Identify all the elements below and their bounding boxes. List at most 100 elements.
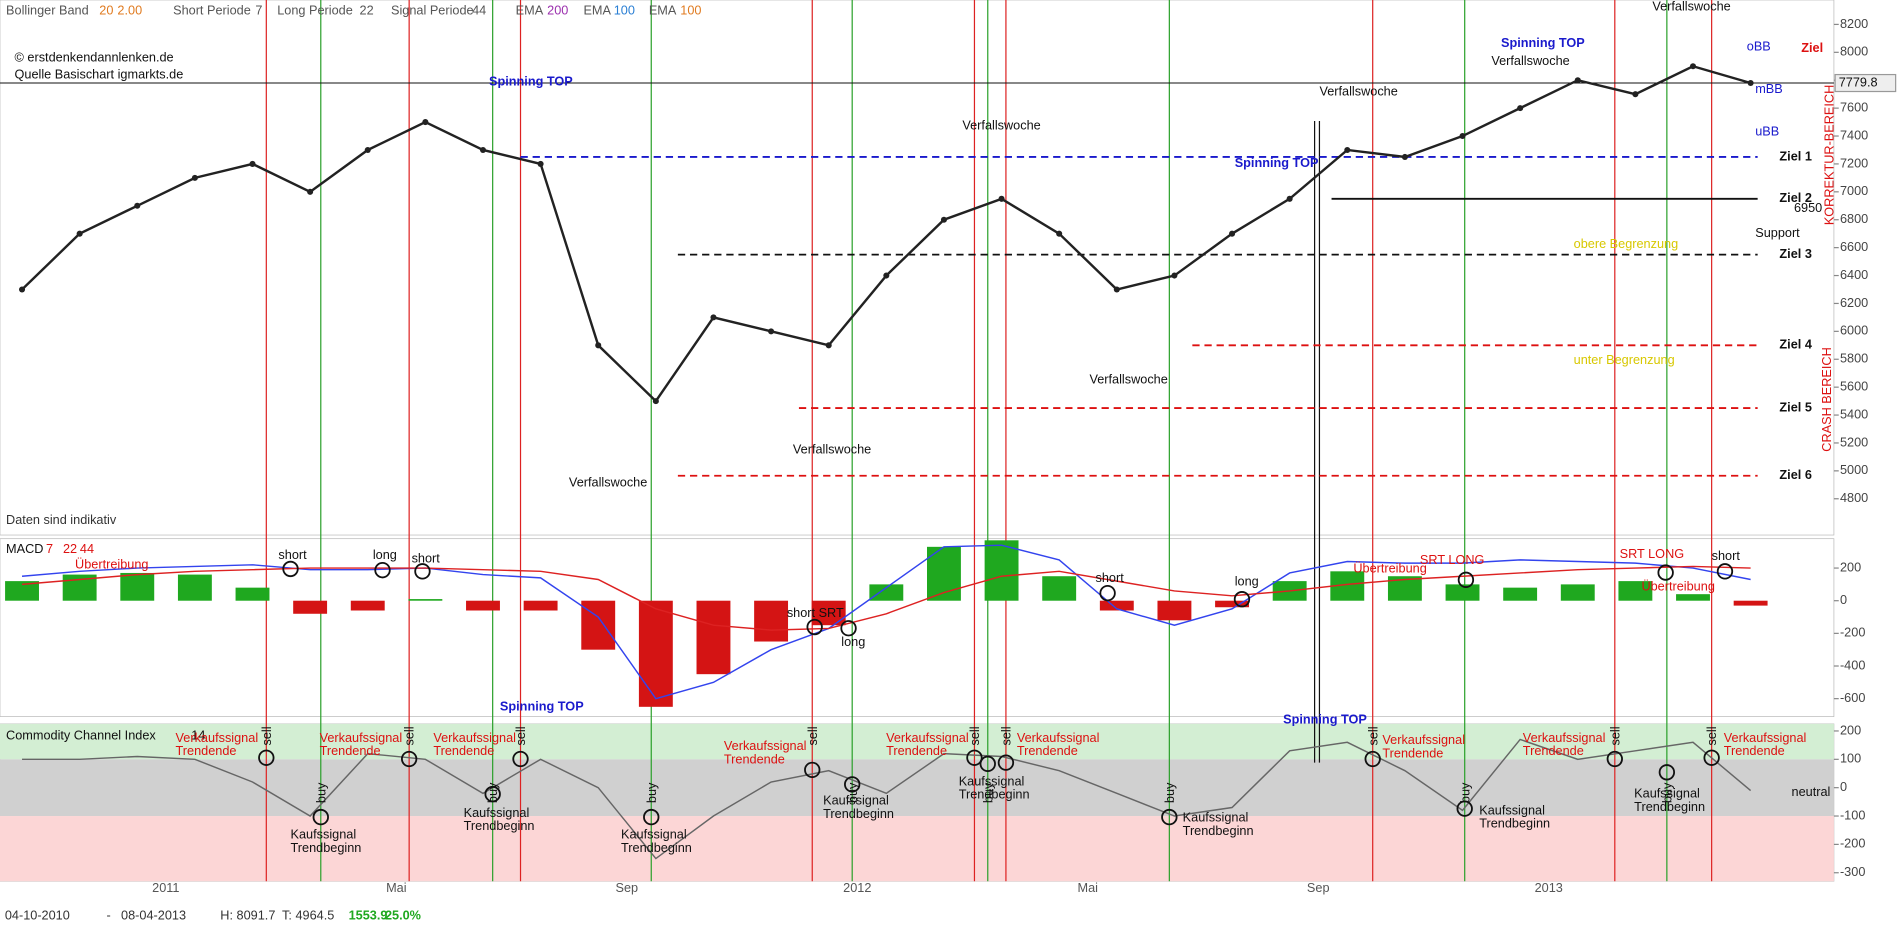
- signal-circle: [1716, 563, 1734, 580]
- bar: [350, 600, 385, 611]
- signal-note: Kaufssignal: [1183, 810, 1249, 825]
- annotation: mBB: [1755, 81, 1783, 96]
- bar: [984, 540, 1019, 601]
- signal-note: Verkaufssignal: [1724, 730, 1807, 745]
- signal-note: Trendende: [1724, 743, 1785, 758]
- footer-item: 25.0%: [385, 908, 421, 923]
- y-tick-label: 8000: [1840, 44, 1868, 59]
- price-point: [1344, 146, 1351, 154]
- y-tick-label: 0: [1840, 779, 1847, 794]
- last-price-box: [1834, 73, 1897, 93]
- target-label: Ziel 6: [1779, 467, 1811, 482]
- x-tick-label: Mai: [1078, 880, 1098, 895]
- price-point: [1056, 230, 1063, 237]
- signal-label: sell: [1704, 726, 1719, 745]
- signal-circle: [844, 776, 861, 793]
- price-point: [1229, 230, 1236, 237]
- annotation: short: [412, 551, 441, 566]
- footer-item: 04-10-2010: [5, 908, 70, 923]
- price-point: [1574, 77, 1581, 84]
- annotation: Verfallswoche: [1319, 83, 1397, 98]
- annotation: Ziel: [1801, 40, 1823, 55]
- bar: [293, 600, 328, 614]
- signal-circle: [1233, 591, 1251, 608]
- signal-circle: [1364, 750, 1381, 768]
- y-tick-label: 5000: [1840, 462, 1868, 477]
- signal-label: buy: [1162, 782, 1177, 803]
- signal-label: sell: [1607, 726, 1622, 745]
- signal-circle: [1703, 749, 1720, 766]
- signal-circle: [1099, 584, 1116, 602]
- y-tick-label: 6000: [1840, 323, 1868, 338]
- bar: [466, 600, 500, 611]
- price-point: [1171, 272, 1178, 279]
- signal-note: Trendbeginn: [621, 840, 692, 855]
- x-tick-label: 2013: [1535, 880, 1563, 895]
- price-point: [1459, 133, 1466, 140]
- annotation: Übertreibung: [1353, 560, 1426, 575]
- annotation: Verfallswoche: [1089, 371, 1167, 386]
- annotation: CRASH BEREICH: [1819, 347, 1834, 451]
- header-item: Signal Periode: [391, 2, 474, 17]
- panel-param: 22: [63, 541, 77, 556]
- price-point: [479, 146, 487, 154]
- price-point: [249, 160, 256, 167]
- signal-circle: [484, 785, 501, 803]
- signal-note: Kaufssignal: [1479, 802, 1545, 817]
- signal-note: Kaufssignal: [1634, 785, 1700, 800]
- zone: [0, 759, 1834, 817]
- header-item: EMA: [516, 2, 544, 17]
- y-tick-label: -400: [1840, 657, 1865, 672]
- signal-label: sell: [259, 726, 274, 745]
- footer-item: 1553.9: [349, 908, 388, 923]
- y-tick-label: 5800: [1840, 351, 1868, 366]
- price-point: [19, 286, 26, 293]
- signal-circle: [966, 749, 983, 766]
- price-point: [1286, 195, 1293, 202]
- footer-item: -: [107, 908, 111, 923]
- signal-note: Verkaufssignal: [724, 738, 807, 753]
- annotation: SRT LONG: [1420, 552, 1484, 567]
- y-tick-label: 6600: [1840, 239, 1868, 254]
- y-tick-label: -100: [1840, 807, 1865, 822]
- annotation: KORREKTUR-BEREICH: [1822, 85, 1837, 225]
- x-tick-label: Sep: [1307, 880, 1330, 895]
- bar: [1503, 587, 1538, 601]
- bar: [120, 572, 155, 601]
- bar: [869, 584, 904, 601]
- signal-circle: [1456, 800, 1473, 817]
- signal-label: buy: [313, 782, 328, 803]
- panel-background: [0, 0, 1835, 536]
- signal-note: Verkaufssignal: [320, 730, 403, 745]
- y-tick-label: 6200: [1840, 295, 1868, 310]
- signal-circle: [1658, 764, 1676, 781]
- signal-circle: [374, 561, 391, 579]
- y-tick-label: 5200: [1840, 434, 1868, 449]
- price-point: [422, 119, 429, 126]
- signal-note: Trendbeginn: [823, 806, 894, 821]
- bar: [1157, 600, 1192, 621]
- bar: [696, 600, 731, 675]
- signal-label: sell: [805, 726, 820, 745]
- panel-param: 44: [80, 541, 94, 556]
- bar: [1042, 576, 1077, 601]
- annotation: Spinning TOP: [1283, 712, 1367, 727]
- annotation: unter Begrenzung: [1574, 352, 1675, 367]
- y-tick-label: 6800: [1840, 211, 1868, 226]
- signal-note: Kaufssignal: [621, 827, 687, 842]
- signal-note: Trendbeginn: [959, 787, 1030, 802]
- annotation: short: [278, 547, 307, 562]
- bar: [638, 600, 673, 707]
- annotation: Spinning TOP: [1501, 35, 1585, 50]
- signal-note: Trendbeginn: [1183, 823, 1254, 838]
- signal-note: Verkaufssignal: [1523, 730, 1606, 745]
- panel-title: MACD: [6, 541, 43, 556]
- y-tick-label: 200: [1840, 722, 1861, 737]
- series-line: [21, 544, 1751, 700]
- signal-circle: [282, 560, 299, 578]
- price-point: [1517, 105, 1524, 112]
- signal-label: sell: [1365, 726, 1380, 745]
- price-point: [134, 202, 141, 209]
- annotation: Verfallswoche: [569, 474, 647, 489]
- signal-note: Trendende: [433, 743, 494, 758]
